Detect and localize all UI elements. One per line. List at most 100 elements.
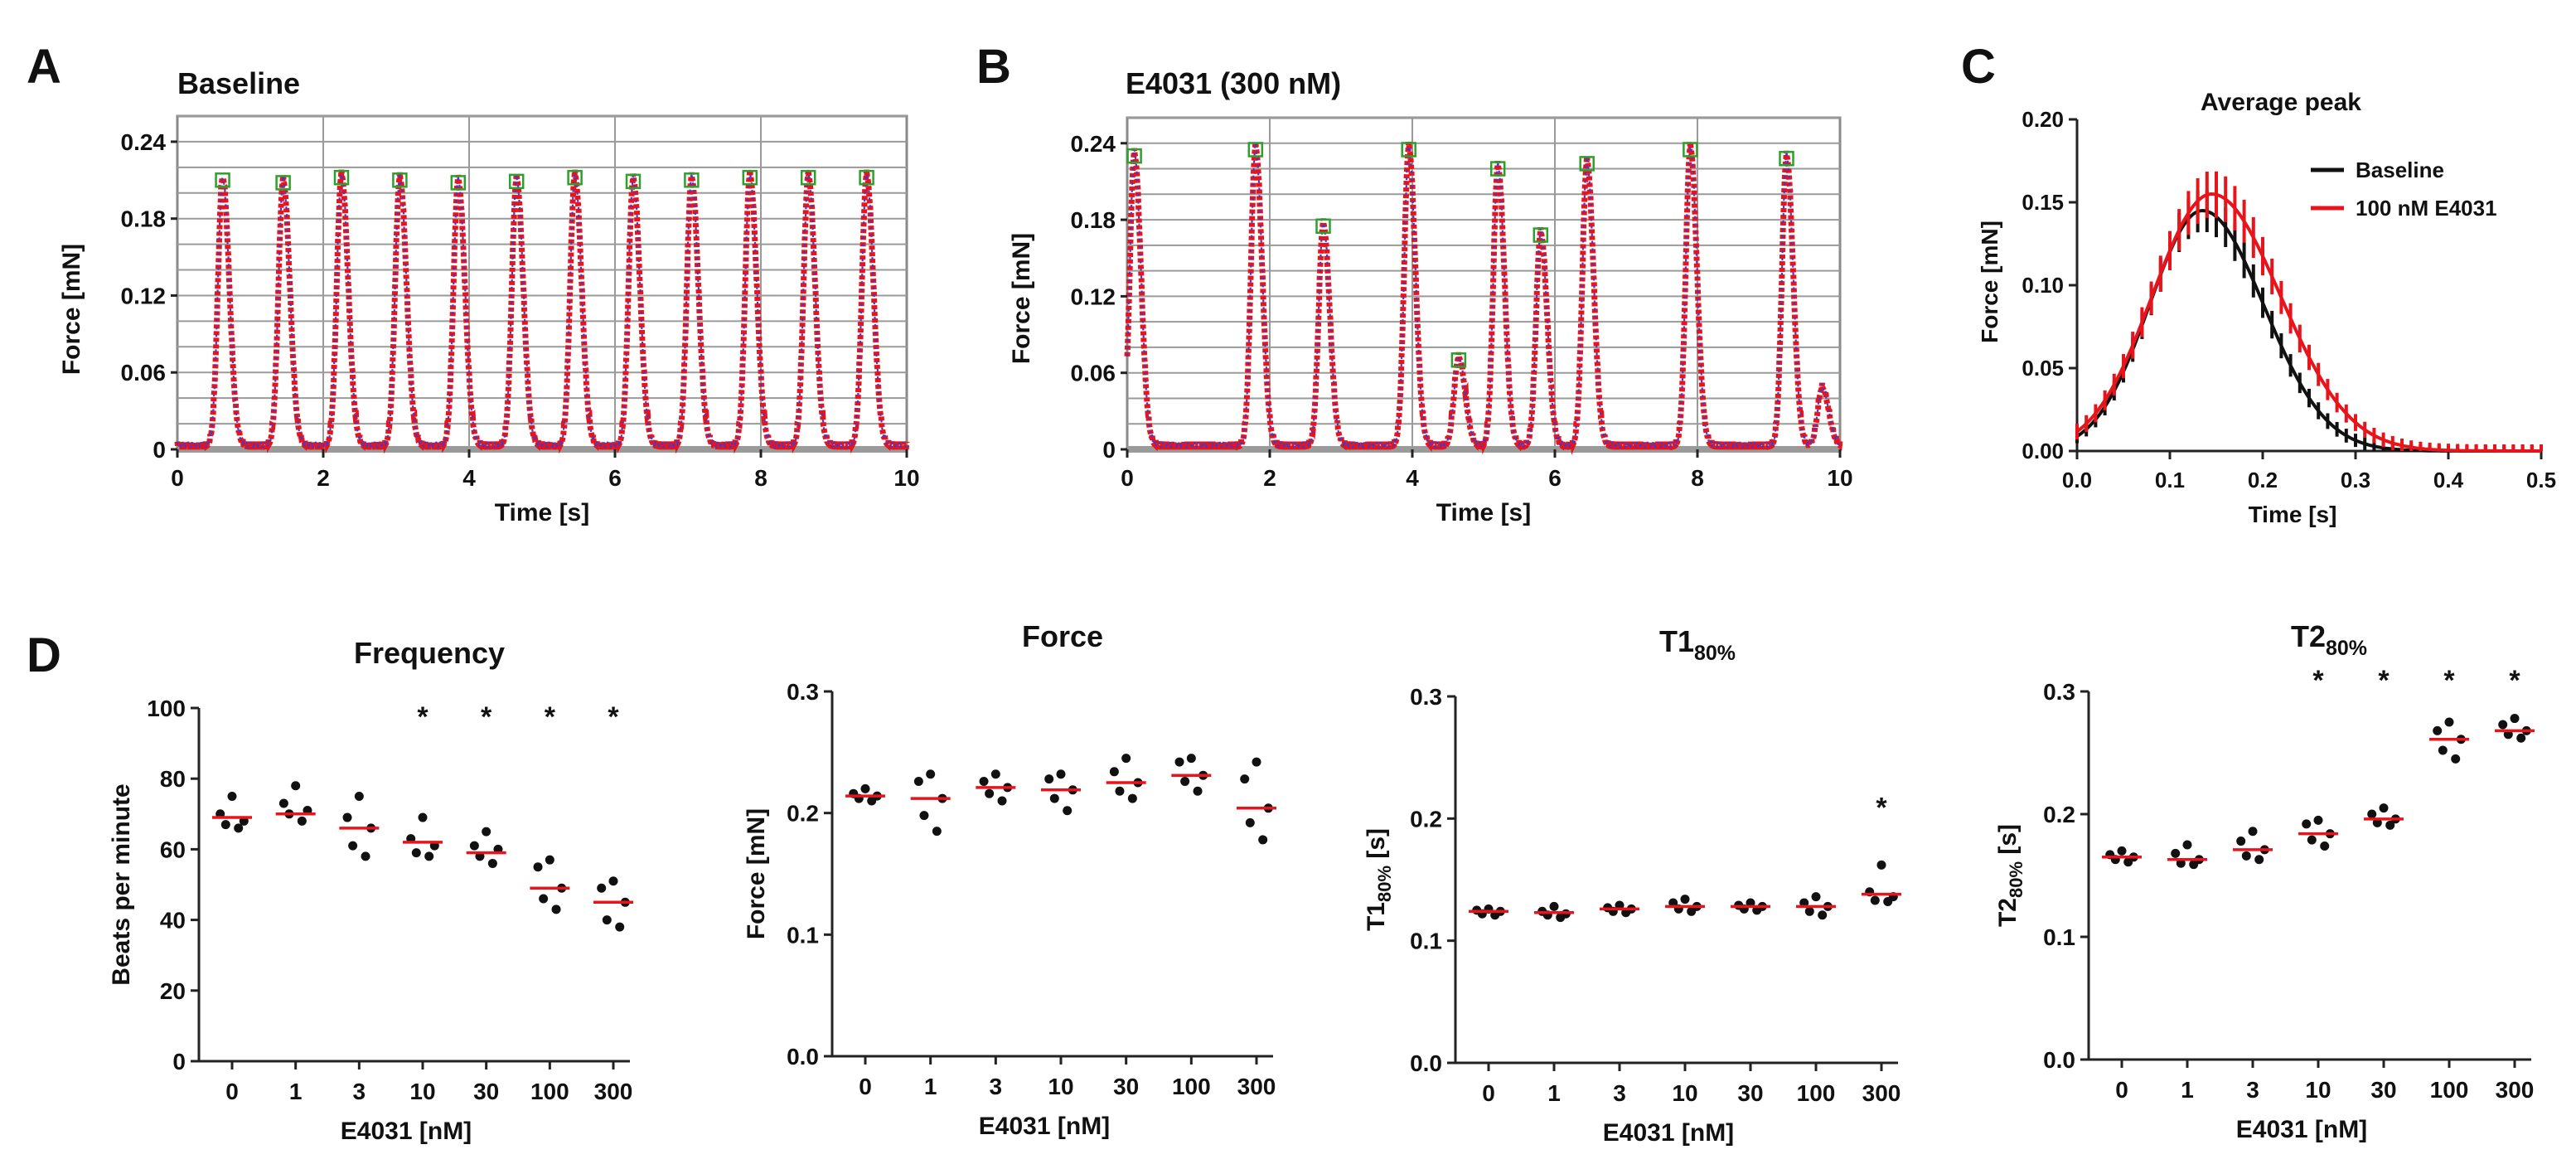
y-axis-label-c: Force [mN] <box>1977 221 2002 343</box>
x-tick-label: 3 <box>2246 1077 2259 1103</box>
data-point <box>1121 754 1131 764</box>
y-tick-label: 0.12 <box>121 283 167 308</box>
x-axis-label: E4031 [nM] <box>2236 1116 2367 1143</box>
x-tick-label: 30 <box>1737 1080 1763 1106</box>
x-tick-label: 0.4 <box>2433 468 2464 492</box>
x-tick-label: 0.2 <box>2248 468 2278 492</box>
peak-marker <box>1126 148 1142 164</box>
y-tick-label: 0.2 <box>1410 806 1442 832</box>
data-point <box>418 812 428 822</box>
y-tick-label: 0.06 <box>1071 361 1116 386</box>
data-point <box>1056 769 1066 779</box>
data-point <box>1556 913 1566 923</box>
title-text: Force <box>1022 619 1103 653</box>
data-point <box>2438 745 2448 755</box>
data-point <box>2451 754 2461 764</box>
data-point <box>2189 860 2199 870</box>
plot-area-a <box>176 114 908 451</box>
x-tick-label: 0 <box>1482 1080 1495 1106</box>
y-axis-label: Beats per minute <box>108 783 135 985</box>
data-point <box>1193 786 1203 796</box>
x-tick-label: 30 <box>473 1079 499 1104</box>
x-tick-label: 300 <box>1862 1080 1901 1106</box>
y-tick-label: 0.1 <box>787 922 819 948</box>
significance-star: * <box>417 701 429 733</box>
data-point <box>932 827 942 837</box>
series-line <box>2075 208 2541 453</box>
data-point <box>867 796 877 806</box>
x-tick-label: 30 <box>2370 1077 2396 1103</box>
peak-marker <box>333 169 350 186</box>
x-tick-label: 2 <box>317 465 330 491</box>
y-label-text: T2 <box>1994 898 2022 927</box>
data-point <box>1044 774 1054 784</box>
x-tick-label: 0.5 <box>2526 468 2556 492</box>
y-axis-label: Force [mN] <box>743 808 770 939</box>
y-label-text: T1 <box>1363 902 1390 931</box>
data-point <box>2385 820 2395 830</box>
data-point <box>979 777 989 787</box>
x-tick-label: 0 <box>225 1079 239 1104</box>
y-axis-label-a: Force [mN] <box>58 244 85 375</box>
x-axis-label-c: Time [s] <box>2249 502 2337 527</box>
title-subscript: 80% <box>2326 637 2367 660</box>
y-axis-label: T180% [s] <box>1363 828 1395 931</box>
data-point <box>2498 720 2508 730</box>
data-point <box>1680 895 1690 905</box>
data-point <box>2302 819 2312 829</box>
y-tick-label: 0.24 <box>121 129 167 155</box>
data-point <box>539 894 549 904</box>
y-tick-label: 0.15 <box>2022 190 2064 215</box>
data-point <box>2433 725 2443 735</box>
data-point <box>424 851 434 861</box>
y-label-subscript: 80% <box>1374 866 1395 902</box>
y-axis-label-b: Force [mN] <box>1008 233 1035 364</box>
data-point <box>354 792 364 801</box>
data-point <box>2444 717 2454 727</box>
panel-a-title: Baseline <box>177 66 300 100</box>
x-tick-label: 1 <box>924 1074 937 1099</box>
data-point <box>278 798 288 808</box>
panel-letter-b: B <box>976 40 1011 94</box>
x-tick-label: 0.1 <box>2155 468 2185 492</box>
x-tick-label: 4 <box>1406 465 1419 491</box>
axes-b: 0 2 4 6 8 10 0 0.06 0.12 0.18 0.24 <box>1071 131 1853 491</box>
data-point <box>1870 895 1880 905</box>
x-tick-label: 0.3 <box>2341 468 2370 492</box>
data-point <box>220 820 230 830</box>
data-point <box>919 811 929 821</box>
x-tick-label: 2 <box>1263 465 1276 491</box>
x-axis-label: E4031 [nM] <box>341 1118 472 1145</box>
peak-marker <box>1489 161 1506 177</box>
x-tick-label: 6 <box>608 465 622 491</box>
y-tick-label: 0 <box>172 1049 186 1074</box>
data-point <box>1115 786 1125 796</box>
y-tick-label: 0.18 <box>121 206 167 232</box>
data-point <box>2248 827 2258 837</box>
x-tick-label: 10 <box>1827 465 1852 491</box>
peak-marker <box>800 169 816 186</box>
x-tick-label: 10 <box>1048 1074 1073 1099</box>
x-tick-label: 10 <box>1672 1080 1697 1106</box>
title-frequency: Frequency <box>354 636 505 670</box>
data-point <box>2307 835 2317 845</box>
data-point <box>2123 857 2133 867</box>
x-tick-label: 8 <box>1691 465 1704 491</box>
peak-marker <box>1579 156 1595 172</box>
x-tick-label: 0.0 <box>2062 468 2092 492</box>
y-label-text: Beats per minute <box>108 783 135 985</box>
y-label-subscript: 80% <box>2006 861 2026 898</box>
x-tick-label: 100 <box>530 1079 569 1104</box>
data-point <box>997 796 1007 806</box>
y-tick-label: 0.0 <box>787 1044 819 1069</box>
data-point <box>227 792 237 801</box>
data-point <box>913 777 923 787</box>
data-point <box>1240 774 1250 784</box>
trace-b <box>1124 141 1843 455</box>
significance-star: * <box>2443 665 2455 696</box>
y-tick-label: 0.3 <box>2043 679 2075 705</box>
x-tick-label: 100 <box>1797 1080 1836 1106</box>
data-point <box>615 922 625 932</box>
data-point <box>1049 793 1059 803</box>
